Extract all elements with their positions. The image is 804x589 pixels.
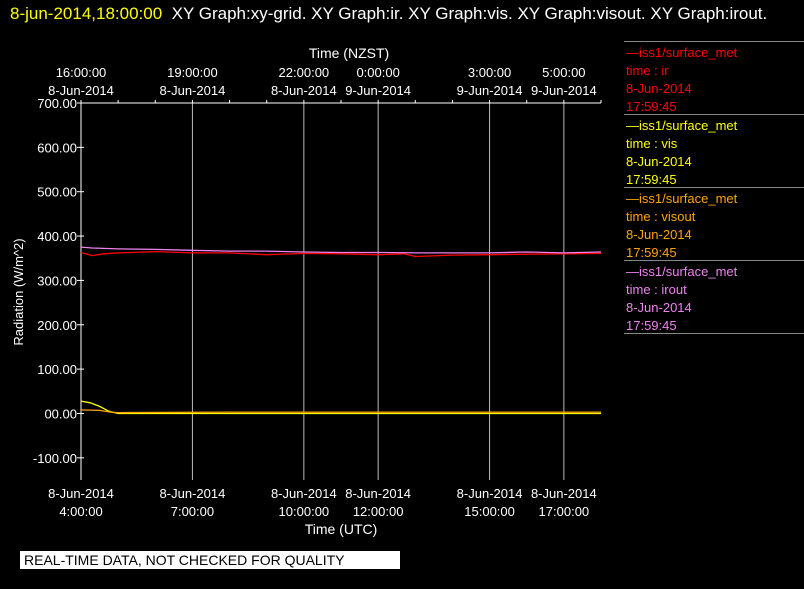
x-tick-date: 8-Jun-2014	[271, 486, 337, 501]
x2-tick-date: 8-Jun-2014	[271, 83, 337, 98]
title-text: XY Graph:xy-grid. XY Graph:ir. XY Graph:…	[171, 4, 768, 23]
x2-axis-label: Time (NZST)	[309, 45, 389, 61]
y-tick-label: 100.00	[37, 362, 77, 377]
legend-source: —iss1/surface_met	[626, 118, 738, 133]
legend-date: 8-Jun-2014	[626, 81, 692, 96]
series-line-irout	[80, 246, 602, 254]
x-tick-time: 7:00:00	[171, 504, 214, 519]
x-tick-date: 8-Jun-2014	[160, 486, 226, 501]
legend-field: time : ir	[626, 63, 669, 78]
y-tick-label: 300.00	[37, 273, 77, 288]
y-axis-label: Radiation (W/m^2)	[11, 238, 26, 345]
x2-tick-time: 19:00:00	[167, 65, 218, 80]
legend-time: 17:59:45	[626, 99, 677, 114]
legend-field: time : visout	[626, 209, 696, 224]
x-tick-time: 17:00:00	[539, 504, 590, 519]
x2-tick-date: 9-Jun-2014	[457, 83, 523, 98]
x-tick-date: 8-Jun-2014	[345, 486, 411, 501]
legend-time: 17:59:45	[626, 172, 677, 187]
x2-tick-time: 0:00:00	[356, 65, 399, 80]
series-line-vis	[80, 400, 601, 415]
x-tick-time: 15:00:00	[464, 504, 515, 519]
x2-tick-date: 8-Jun-2014	[160, 83, 226, 98]
y-tick-label: -100.00	[33, 451, 77, 466]
legend-date: 8-Jun-2014	[626, 154, 692, 169]
x-tick-time: 4:00:00	[59, 504, 102, 519]
y-tick-label: 500.00	[37, 185, 77, 200]
y-tick-label: 600.00	[37, 140, 77, 155]
legend-field: time : irout	[626, 282, 687, 297]
x-tick-date: 8-Jun-2014	[457, 486, 523, 501]
legend-source: —iss1/surface_met	[626, 191, 738, 206]
x-tick-time: 10:00:00	[279, 504, 330, 519]
legend-source: —iss1/surface_met	[626, 45, 738, 60]
y-tick-label: 700.00	[37, 96, 77, 111]
y-tick-label: 200.00	[37, 318, 77, 333]
legend-source: —iss1/surface_met	[626, 264, 738, 279]
x2-tick-time: 16:00:00	[56, 65, 107, 80]
y-tick-label: 400.00	[37, 229, 77, 244]
x-tick-date: 8-Jun-2014	[48, 486, 114, 501]
x2-tick-date: 9-Jun-2014	[531, 83, 597, 98]
title-timestamp: 8-jun-2014,18:00:00	[10, 4, 163, 23]
legend-date: 8-Jun-2014	[626, 300, 692, 315]
series-line-visout	[80, 409, 601, 414]
legend-time: 17:59:45	[626, 245, 677, 260]
series-line-ir	[80, 250, 602, 258]
legend-date: 8-Jun-2014	[626, 227, 692, 242]
legend-time: 17:59:45	[626, 318, 677, 333]
x2-tick-time: 3:00:00	[468, 65, 511, 80]
x2-tick-date: 8-Jun-2014	[48, 83, 114, 98]
window-title: 8-jun-2014,18:00:00 XY Graph:xy-grid. XY…	[10, 2, 790, 26]
x2-tick-time: 22:00:00	[279, 65, 330, 80]
x-tick-date: 8-Jun-2014	[531, 486, 597, 501]
legend: —iss1/surface_met time : ir 8-Jun-2014 17:5…	[624, 41, 804, 334]
x2-tick-time: 5:00:00	[542, 65, 585, 80]
quality-notice: REAL-TIME DATA, NOT CHECKED FOR QUALITY	[20, 551, 400, 569]
x-tick-time: 12:00:00	[353, 504, 404, 519]
x-axis-label: Time (UTC)	[305, 521, 378, 537]
legend-field: time : vis	[626, 136, 678, 151]
y-tick-label: 00.00	[44, 406, 77, 421]
x2-tick-date: 9-Jun-2014	[345, 83, 411, 98]
